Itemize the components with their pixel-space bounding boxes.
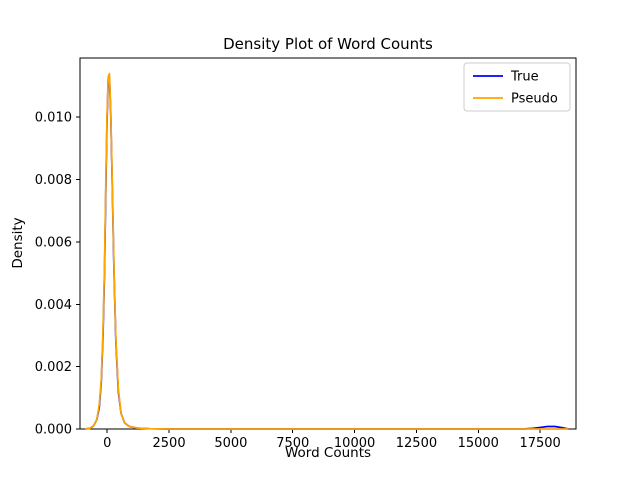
y-axis-label: Density [10, 217, 26, 268]
plot-border [79, 57, 577, 430]
chart-title: Density Plot of Word Counts [223, 35, 433, 53]
y-tick-label: 0.010 [35, 111, 72, 126]
x-axis-label: Word Counts [285, 445, 371, 461]
plot-layer: 0 2500 5000 7500 10000 12500 15000 17500 0.000 0.… [35, 57, 577, 451]
x-tick-label: 2500 [153, 436, 186, 451]
x-tick-label: 0 [103, 436, 111, 451]
y-tick-label: 0.008 [35, 173, 72, 188]
legend-box [463, 62, 571, 112]
y-tick-label: 0.006 [35, 235, 72, 250]
x-tick-label: 7500 [276, 436, 309, 451]
legend-label-true: True [510, 70, 539, 85]
y-tick-label: 0.000 [35, 423, 72, 438]
series-line-pseudo [84, 72, 569, 430]
x-tick-label: 15000 [458, 436, 499, 451]
x-tick-label: 10000 [334, 436, 375, 451]
x-tick-label: 17500 [519, 436, 560, 451]
series-line-true [84, 75, 569, 430]
x-tick-label: 12500 [396, 436, 437, 451]
legend-label-pseudo: Pseudo [511, 92, 558, 107]
y-tick-label: 0.002 [35, 360, 72, 375]
y-tick-label: 0.004 [35, 298, 72, 313]
x-tick-label: 5000 [214, 436, 247, 451]
